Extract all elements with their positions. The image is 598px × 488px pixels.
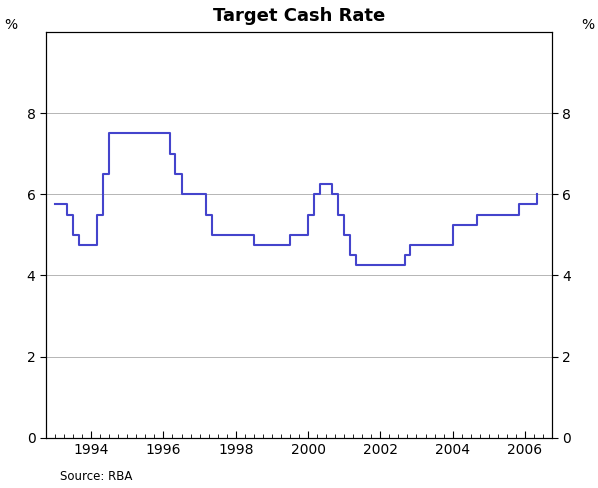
Title: Target Cash Rate: Target Cash Rate bbox=[213, 7, 385, 25]
Text: %: % bbox=[581, 18, 594, 32]
Text: Source: RBA: Source: RBA bbox=[60, 470, 132, 483]
Text: %: % bbox=[4, 18, 17, 32]
